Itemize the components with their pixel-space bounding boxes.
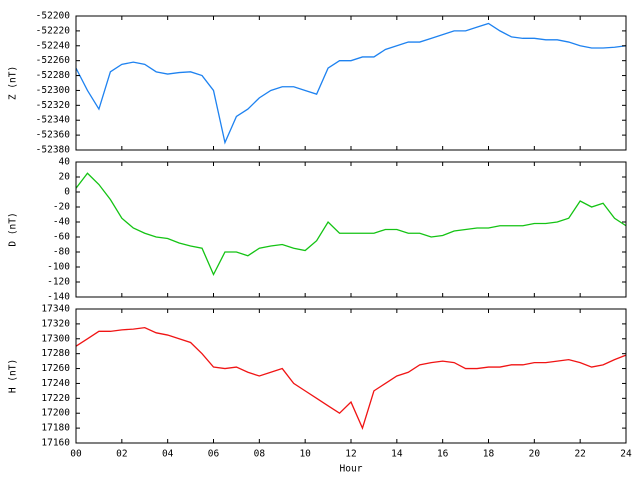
y-axis-label: D (nT) <box>8 212 19 246</box>
y-tick-label: -140 <box>47 292 70 303</box>
x-tick-label: 12 <box>345 449 356 460</box>
data-line <box>75 22 627 145</box>
data-line <box>75 172 627 277</box>
y-tick-label: 40 <box>59 157 71 168</box>
x-tick-label: 10 <box>299 449 311 460</box>
y-tick-label: -52260 <box>36 55 71 66</box>
y-tick-label: -52220 <box>36 25 71 36</box>
x-tick-label: 06 <box>208 449 220 460</box>
y-tick-label: -52320 <box>36 100 71 111</box>
y-tick-label: 17340 <box>41 304 70 315</box>
y-tick-label: 17320 <box>41 318 70 329</box>
y-tick-label: -52340 <box>36 115 71 126</box>
y-tick-label: -60 <box>53 232 70 243</box>
y-axis-label: Z (nT) <box>8 66 19 100</box>
y-tick-label: -20 <box>53 202 70 213</box>
x-tick-label: 22 <box>574 449 585 460</box>
y-tick-label: 0 <box>64 187 70 198</box>
y-tick-label: -52280 <box>36 70 71 81</box>
y-tick-label: -52360 <box>36 130 71 141</box>
plot-frame <box>75 15 627 151</box>
y-tick-label: -100 <box>47 262 70 273</box>
x-tick-label: 08 <box>254 449 266 460</box>
y-tick-label: -52240 <box>36 40 71 51</box>
y-tick-label: 17280 <box>41 348 70 359</box>
y-tick-label: 17200 <box>41 408 70 419</box>
y-tick-label: 17300 <box>41 333 70 344</box>
y-tick-label: 17180 <box>41 423 70 434</box>
y-tick-label: 17240 <box>41 378 70 389</box>
x-tick-label: 02 <box>116 449 127 460</box>
y-tick-label: 17260 <box>41 363 70 374</box>
y-tick-label: -52300 <box>36 85 71 96</box>
y-tick-label: -120 <box>47 277 70 288</box>
data-line <box>75 326 627 430</box>
y-tick-label: 17220 <box>41 393 70 404</box>
y-tick-label: -40 <box>53 217 70 228</box>
x-tick-label: 00 <box>70 449 82 460</box>
x-tick-label: 16 <box>437 449 449 460</box>
plot-frame <box>75 308 627 444</box>
plot-frame <box>75 161 627 298</box>
x-tick-label: 18 <box>483 449 495 460</box>
y-tick-label: -80 <box>53 247 70 258</box>
y-axis-label: H (nT) <box>8 359 19 393</box>
x-tick-label: 24 <box>620 449 632 460</box>
x-tick-label: 14 <box>391 449 403 460</box>
x-tick-label: 04 <box>162 449 174 460</box>
y-tick-label: -52380 <box>36 145 71 156</box>
x-tick-label: 20 <box>529 449 541 460</box>
y-tick-label: 20 <box>59 172 71 183</box>
y-tick-label: 17160 <box>41 438 70 449</box>
y-tick-label: -52200 <box>36 11 71 22</box>
x-axis-label: Hour <box>340 464 363 475</box>
